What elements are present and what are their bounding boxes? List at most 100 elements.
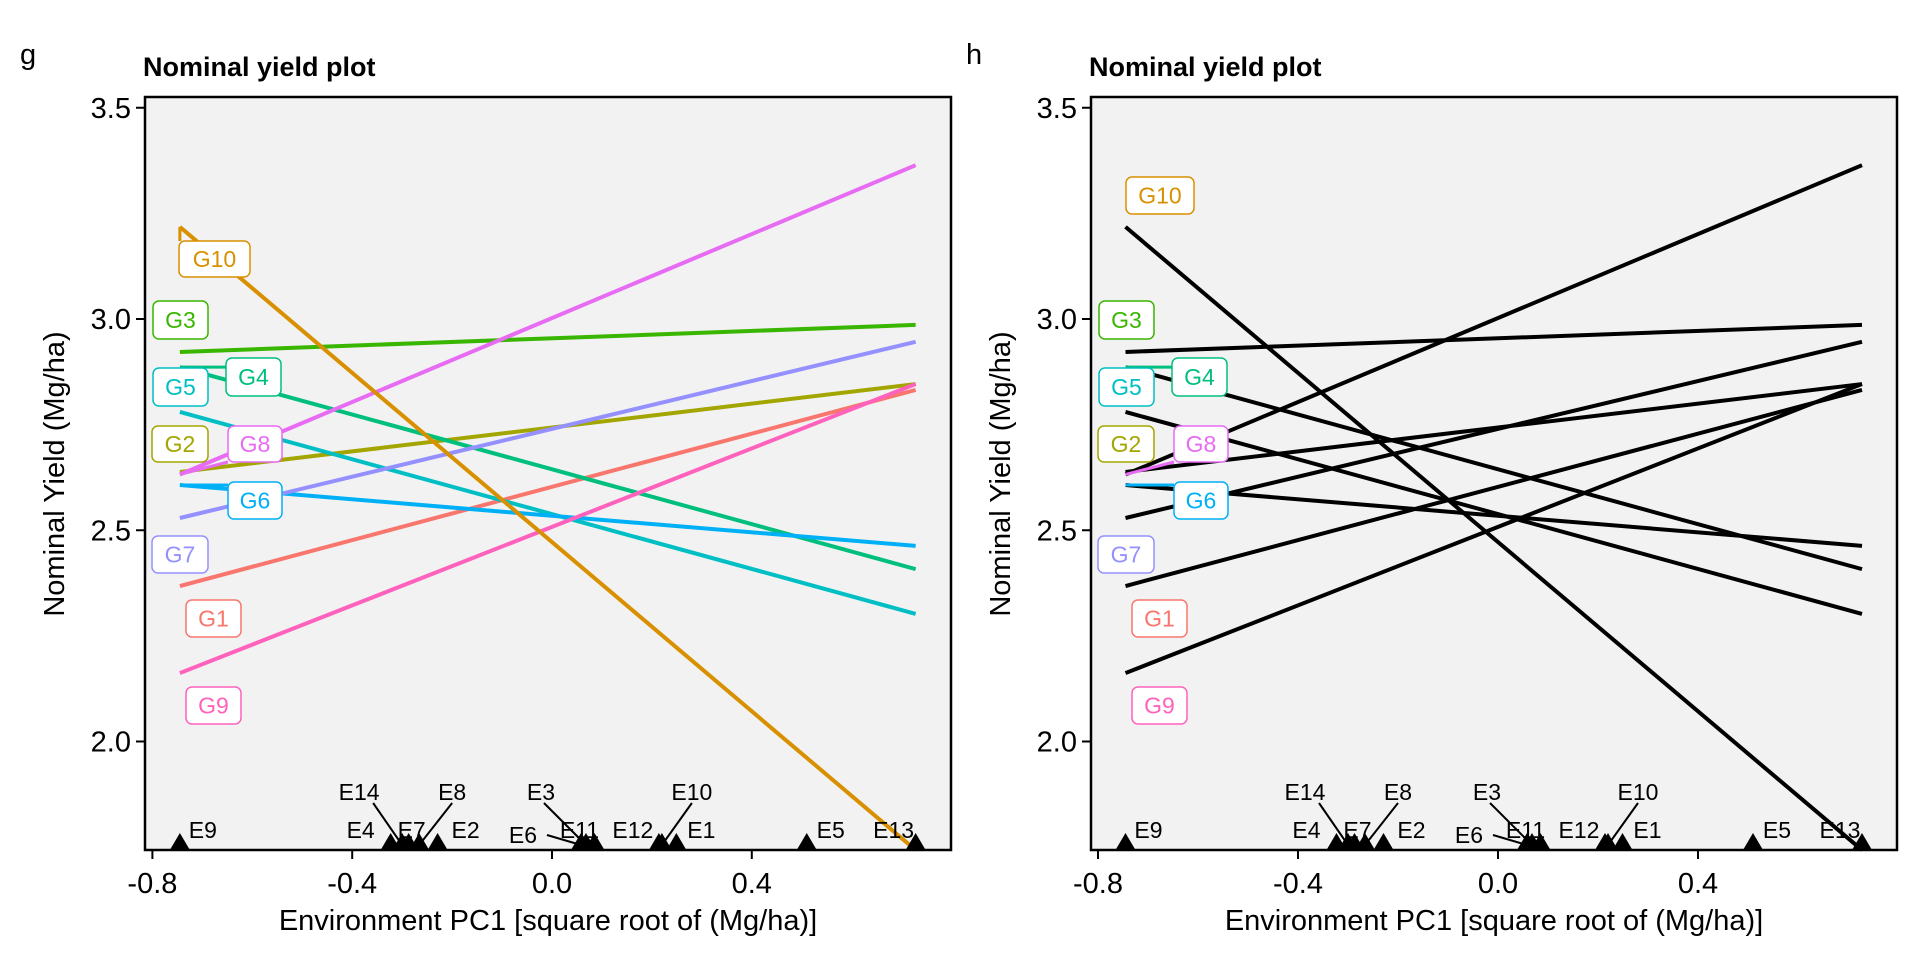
x-tick-label: -0.8 (127, 868, 177, 900)
environment-leader (1489, 802, 1533, 846)
environment-leader (1364, 802, 1399, 846)
environment-label: E2 (452, 817, 480, 843)
genotype-label-box (1131, 599, 1188, 638)
genotype-label: G4 (238, 364, 269, 390)
y-tick-label: 3.5 (91, 93, 131, 125)
x-axis: -0.8 -0.4 0.0 0.4 (127, 850, 772, 900)
series-line-g6 (1125, 483, 1863, 548)
plot-frame (143, 95, 953, 852)
environment-label: E9 (189, 817, 217, 843)
series-lines (178, 163, 917, 852)
environment-marker-e11 (1530, 833, 1551, 850)
environment-label: E2 (1397, 817, 1425, 843)
x-tick-label: -0.4 (327, 868, 377, 900)
environment-marker-e10 (1598, 833, 1618, 850)
plot-background (1091, 97, 1897, 850)
genotype-label: G9 (198, 693, 229, 719)
environment-marker-e8 (1355, 833, 1375, 850)
plot-background (145, 97, 951, 850)
environment-label: E6 (509, 822, 537, 848)
panel-tag: g (20, 39, 36, 71)
environment-marker-e13 (905, 833, 926, 850)
series-line-g6 (179, 483, 916, 548)
x-tick-label: 0.0 (1478, 868, 1518, 900)
y-tick-label: 2.5 (1037, 515, 1077, 547)
environment-label: E3 (527, 779, 555, 805)
y-tick-label: 2.0 (91, 727, 131, 759)
y-axis-title: Nominal Yield (Mg/ha) (985, 331, 1017, 616)
environment-marker-e1 (666, 833, 687, 850)
environment-marker-e10 (651, 833, 672, 850)
environment-marker-e11 (584, 833, 605, 850)
environment-label: E14 (339, 779, 380, 805)
y-tick-label: 3.0 (1037, 304, 1077, 336)
y-axis: 2.0 2.5 3.0 3.5 (91, 93, 145, 759)
environment-label: E6 (1455, 822, 1483, 848)
series-line-g7 (1125, 339, 1863, 520)
x-axis-title: Environment PC1 [square root of (Mg/ha)] (1225, 905, 1763, 937)
environment-marker-e2 (1373, 833, 1394, 850)
genotype-label-box (178, 240, 251, 278)
x-axis-title: Environment PC1 [square root of (Mg/ha)] (279, 905, 817, 937)
chart-title: Nominal yield plot (1089, 52, 1322, 82)
series-line-g5 (179, 410, 917, 616)
genotype-label: G4 (1184, 364, 1215, 390)
environment-marker-e2 (427, 833, 448, 850)
environment-marker-e1 (1612, 833, 1633, 850)
genotype-label: G6 (240, 488, 271, 514)
environment-leader (546, 834, 582, 846)
environment-label: E4 (1292, 817, 1320, 843)
environment-label: E12 (1559, 817, 1600, 843)
genotype-label-box (151, 425, 209, 463)
genotype-label: G3 (1111, 307, 1142, 333)
x-tick-label: 0.4 (1678, 868, 1718, 900)
genotype-label-box (227, 425, 283, 463)
environment-label: E5 (1763, 817, 1791, 843)
series-line-g8 (1124, 163, 1863, 477)
series-line-g1 (1124, 388, 1863, 588)
x-axis: -0.8 -0.4 0.0 0.4 (1073, 850, 1718, 900)
genotype-label: G5 (1111, 374, 1142, 400)
genotype-label-box (1098, 367, 1155, 407)
genotype-label-box (1125, 176, 1195, 215)
genotype-label-box (1098, 300, 1155, 340)
genotype-label-box (1131, 686, 1188, 725)
y-tick-label: 2.0 (1037, 727, 1077, 759)
environment-label: E1 (687, 817, 715, 843)
series-line-g10 (178, 225, 917, 852)
genotype-label-box (225, 357, 282, 397)
series-line-g9 (1124, 382, 1863, 675)
series-line-g3 (179, 322, 916, 354)
x-tick-label: -0.4 (1273, 868, 1323, 900)
genotype-label: G2 (1111, 431, 1142, 457)
environment-marker-e9 (1115, 833, 1136, 850)
genotype-label-box (151, 535, 209, 574)
environment-marker-e5 (1743, 833, 1763, 850)
genotype-label-box (152, 300, 209, 340)
environment-label: E1 (1633, 817, 1661, 843)
environment-label: E13 (1820, 817, 1861, 843)
series-lines (1124, 163, 1864, 852)
panel-tag: h (966, 39, 982, 71)
environment-label: E3 (1473, 779, 1501, 805)
chart-title: Nominal yield plot (143, 52, 376, 82)
environment-label: E8 (438, 779, 466, 805)
genotype-label-box (1097, 425, 1155, 463)
y-axis: 2.0 2.5 3.0 3.5 (1037, 93, 1091, 759)
genotype-label: G3 (165, 307, 196, 333)
environment-leader (1318, 802, 1349, 846)
genotype-label-box (1173, 481, 1229, 520)
series-line-g7 (179, 339, 917, 520)
environment-label: E10 (671, 779, 712, 805)
environment-label: E5 (817, 817, 845, 843)
genotype-label-box (152, 367, 209, 407)
genotype-label: G8 (1186, 431, 1217, 457)
environment-label: E4 (347, 817, 375, 843)
series-line-g1 (179, 388, 917, 588)
environment-marker-e9 (169, 833, 190, 850)
genotype-label-box (185, 599, 242, 638)
series-line-g10 (1124, 225, 1864, 852)
genotype-label-box (1173, 425, 1229, 463)
environment-leader (372, 802, 403, 846)
genotype-label: G7 (165, 542, 196, 568)
